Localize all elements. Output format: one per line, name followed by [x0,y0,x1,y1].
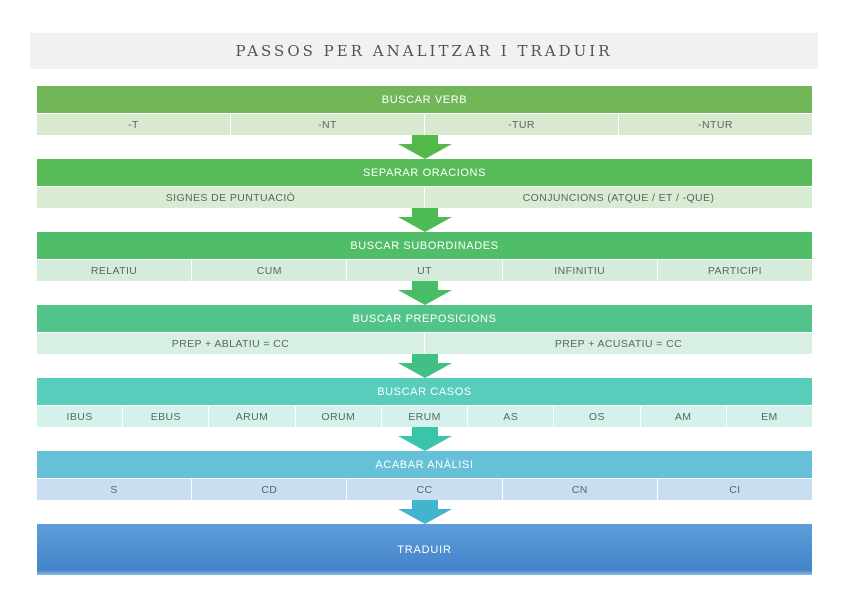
option-cell: EBUS [123,406,209,427]
step-options: RELATIU CUM UT INFINITIU PARTICIPI [37,260,813,281]
option-cell: -NTUR [619,114,812,135]
step-separar-oracions: SEPARAR ORACIONS SIGNES DE PUNTUACIÓ CON… [37,159,812,232]
step-options: IBUS EBUS ARUM ORUM ERUM AS OS AM EM [37,406,812,427]
step-header: BUSCAR PREPOSICIONS [37,305,812,332]
option-cell: -T [37,114,230,135]
option-cell: AS [468,406,554,427]
down-arrow-icon [37,427,812,451]
option-cell: CI [657,479,813,500]
down-arrow-icon [37,354,812,378]
step-header: BUSCAR SUBORDINADES [37,232,812,259]
option-cell: EM [726,406,812,427]
option-cell: RELATIU [37,260,192,281]
step-buscar-casos: BUSCAR CASOS IBUS EBUS ARUM ORUM ERUM AS… [37,378,812,451]
option-cell: ORUM [295,406,381,427]
option-cell: ERUM [381,406,468,427]
step-buscar-subordinades: BUSCAR SUBORDINADES RELATIU CUM UT INFIN… [37,232,813,305]
step-header: ACABAR ANÀLISI [37,451,812,478]
option-cell: CUM [192,260,347,281]
down-arrow-icon [37,281,812,305]
option-cell: CC [347,479,502,500]
option-cell: AM [640,406,726,427]
option-cell: CD [192,479,347,500]
down-arrow-icon [37,208,812,232]
option-cell: -TUR [425,114,618,135]
step-options: PREP + ABLATIU = CC PREP + ACUSATIU = CC [37,333,812,354]
option-cell: IBUS [37,406,123,427]
option-cell: PREP + ABLATIU = CC [37,333,424,354]
option-cell: ARUM [209,406,295,427]
step-header: BUSCAR CASOS [37,378,812,405]
option-cell: -NT [231,114,424,135]
option-cell: S [37,479,192,500]
step-acabar-analisi: ACABAR ANÀLISI S CD CC CN CI [37,451,813,524]
down-arrow-icon [37,500,812,524]
step-buscar-preposicions: BUSCAR PREPOSICIONS PREP + ABLATIU = CC … [37,305,812,378]
step-options: SIGNES DE PUNTUACIÓ CONJUNCIONS (ATQUE /… [37,187,812,208]
option-cell: SIGNES DE PUNTUACIÓ [37,187,424,208]
option-cell: CN [502,479,657,500]
step-options: S CD CC CN CI [37,479,813,500]
option-cell: PREP + ACUSATIU = CC [425,333,812,354]
page-title: PASSOS PER ANALITZAR I TRADUIR [235,42,613,60]
slide-title-bar: PASSOS PER ANALITZAR I TRADUIR [30,33,818,69]
step-header: BUSCAR VERB [37,86,812,113]
step-header: SEPARAR ORACIONS [37,159,812,186]
option-cell: INFINITIU [502,260,657,281]
step-buscar-verb: BUSCAR VERB -T -NT -TUR -NTUR [37,86,812,159]
option-cell: CONJUNCIONS (ATQUE / ET / -QUE) [425,187,812,208]
step-options: -T -NT -TUR -NTUR [37,114,812,135]
option-cell: PARTICIPI [657,260,813,281]
option-cell: OS [554,406,640,427]
down-arrow-icon [37,135,812,159]
option-cell: UT [347,260,502,281]
final-step-traduir: TRADUIR [37,524,812,575]
flow-diagram: BUSCAR VERB -T -NT -TUR -NTUR SEPARAR OR… [37,86,813,575]
